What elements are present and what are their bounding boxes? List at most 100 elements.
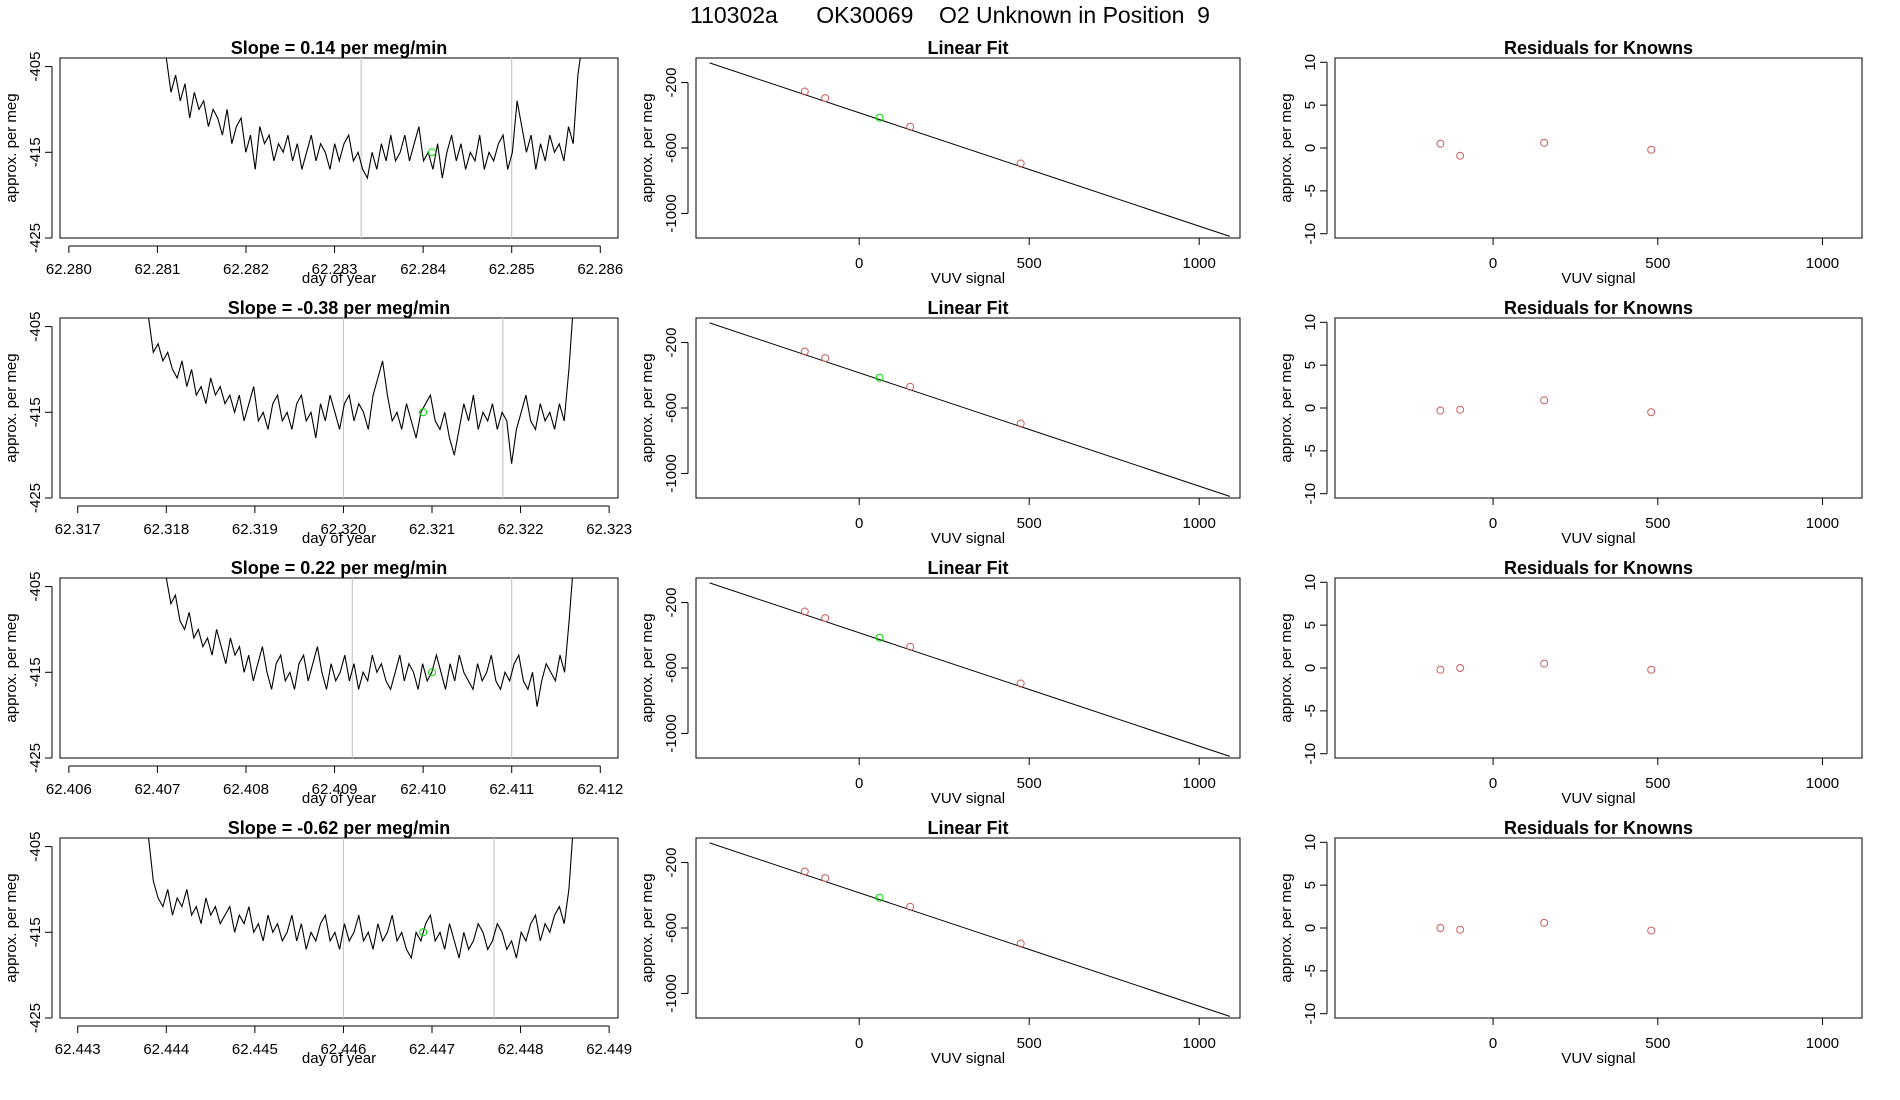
x-tick-label: 62.284	[400, 261, 446, 278]
x-tick-label: 62.317	[55, 521, 101, 538]
y-tick-label: -405	[27, 312, 44, 342]
y-tick-label: 0	[1302, 144, 1319, 152]
residuals-panel-row3: Residuals for Knowns VUV signal approx. pe…	[1278, 558, 1863, 807]
x-axis-label: VUV signal	[1561, 790, 1635, 807]
timeseries-panel-row1: Slope = 0.14 per meg/min day of year appro…	[3, 38, 623, 287]
plot-frame	[59, 57, 619, 239]
y-tick-label: -405	[27, 832, 44, 862]
panel-title: Linear Fit	[927, 818, 1008, 838]
known-point	[800, 347, 809, 356]
x-tick-label: 62.322	[498, 521, 544, 538]
linear-fit-panel-row2: Linear Fit VUV signal approx. per meg 0 500 1…	[639, 298, 1241, 547]
y-tick-label: -415	[27, 917, 44, 947]
y-tick-label: -405	[27, 52, 44, 82]
x-tick-label: 62.411	[489, 781, 534, 798]
panel-title: Slope = -0.38 per meg/min	[228, 298, 451, 318]
known-point	[821, 874, 830, 883]
y-axis-label: approx. per meg	[639, 93, 656, 202]
y-tick-label: -5	[1302, 444, 1319, 457]
residual-point	[1540, 396, 1549, 405]
x-tick-label: 1000	[1183, 515, 1216, 532]
y-tick-label: -5	[1302, 964, 1319, 977]
y-tick-label: -600	[663, 133, 680, 163]
y-tick-label: -5	[1302, 184, 1319, 197]
x-axis-label: day of year	[302, 530, 376, 547]
x-tick-label: 1000	[1806, 515, 1839, 532]
known-point	[1016, 939, 1025, 948]
residual-point	[1540, 659, 1549, 668]
residual-point	[1436, 924, 1445, 932]
x-tick-label: 62.449	[586, 1041, 632, 1058]
x-tick-label: 500	[1017, 775, 1042, 792]
x-axis-label: VUV signal	[931, 790, 1005, 807]
residual-point	[1647, 408, 1656, 417]
y-tick-label: -1000	[663, 454, 680, 492]
known-point	[821, 94, 830, 103]
y-tick-label: -200	[663, 848, 680, 878]
plot-frame	[1334, 57, 1863, 239]
y-axis-label: approx. per meg	[3, 873, 20, 982]
plot-frame	[695, 837, 1241, 1019]
y-tick-label: 10	[1302, 54, 1319, 71]
x-tick-label: 1000	[1183, 1035, 1216, 1052]
linear-fit-panel-row3: Linear Fit VUV signal approx. per meg 0 500 1…	[639, 558, 1241, 807]
panel-title: Linear Fit	[927, 38, 1008, 58]
x-tick-label: 500	[1645, 775, 1670, 792]
x-tick-label: 62.445	[232, 1041, 278, 1058]
y-axis-label: approx. per meg	[1278, 613, 1295, 722]
series-line	[165, 58, 581, 180]
x-tick-label: 62.412	[577, 781, 623, 798]
linear-fit-panel-row4: Linear Fit VUV signal approx. per meg 0 500 1…	[639, 818, 1241, 1067]
x-tick-label: 62.447	[409, 1041, 455, 1058]
residual-point	[1456, 664, 1465, 672]
x-tick-label: 500	[1645, 515, 1670, 532]
y-tick-label: -600	[663, 393, 680, 423]
plot-frame	[695, 317, 1241, 499]
y-tick-label: -425	[27, 743, 44, 773]
timeseries-panel-row3: Slope = 0.22 per meg/min day of year appro…	[3, 558, 623, 807]
y-axis-label: approx. per meg	[1278, 93, 1295, 202]
x-tick-label: 0	[855, 255, 863, 272]
x-tick-label: 1000	[1183, 775, 1216, 792]
residual-point	[1456, 151, 1465, 160]
x-tick-label: 0	[855, 775, 863, 792]
unknown-point	[875, 633, 884, 642]
x-tick-label: 1000	[1806, 775, 1839, 792]
known-point	[1016, 419, 1025, 428]
y-tick-label: -600	[663, 913, 680, 943]
y-tick-label: -10	[1302, 483, 1319, 505]
y-axis-label: approx. per meg	[3, 93, 20, 202]
x-axis-label: VUV signal	[1561, 270, 1635, 287]
x-tick-label: 500	[1645, 255, 1670, 272]
known-point	[906, 642, 915, 651]
x-tick-label: 62.406	[46, 781, 92, 798]
plot-frame	[59, 837, 619, 1019]
x-tick-label: 62.409	[312, 781, 358, 798]
plot-frame	[59, 317, 619, 499]
series-line	[165, 578, 573, 707]
unknown-point	[419, 928, 428, 937]
x-axis-label: VUV signal	[931, 530, 1005, 547]
figure-main-title: 110302a OK30069 O2 Unknown in Position 9	[690, 2, 1210, 28]
timeseries-panel-row2: Slope = -0.38 per meg/min day of year appr…	[3, 298, 632, 547]
plot-frame	[59, 577, 619, 759]
residual-point	[1456, 405, 1465, 414]
y-tick-label: -425	[27, 1003, 44, 1033]
y-tick-label: -425	[27, 223, 44, 253]
x-tick-label: 500	[1017, 515, 1042, 532]
y-axis-label: approx. per meg	[1278, 873, 1295, 982]
y-tick-label: 5	[1302, 361, 1319, 369]
residual-point	[1647, 665, 1656, 674]
x-tick-label: 1000	[1806, 1035, 1839, 1052]
known-point	[821, 614, 830, 623]
x-tick-label: 62.321	[409, 521, 455, 538]
fit-line	[709, 62, 1230, 237]
x-tick-label: 0	[1489, 515, 1497, 532]
x-axis-label: VUV signal	[931, 270, 1005, 287]
x-tick-label: 62.285	[489, 261, 535, 278]
plot-frame	[1334, 837, 1863, 1019]
y-axis-label: approx. per meg	[3, 353, 20, 462]
x-tick-label: 500	[1017, 255, 1042, 272]
x-tick-label: 62.444	[143, 1041, 189, 1058]
y-tick-label: -10	[1302, 743, 1319, 765]
